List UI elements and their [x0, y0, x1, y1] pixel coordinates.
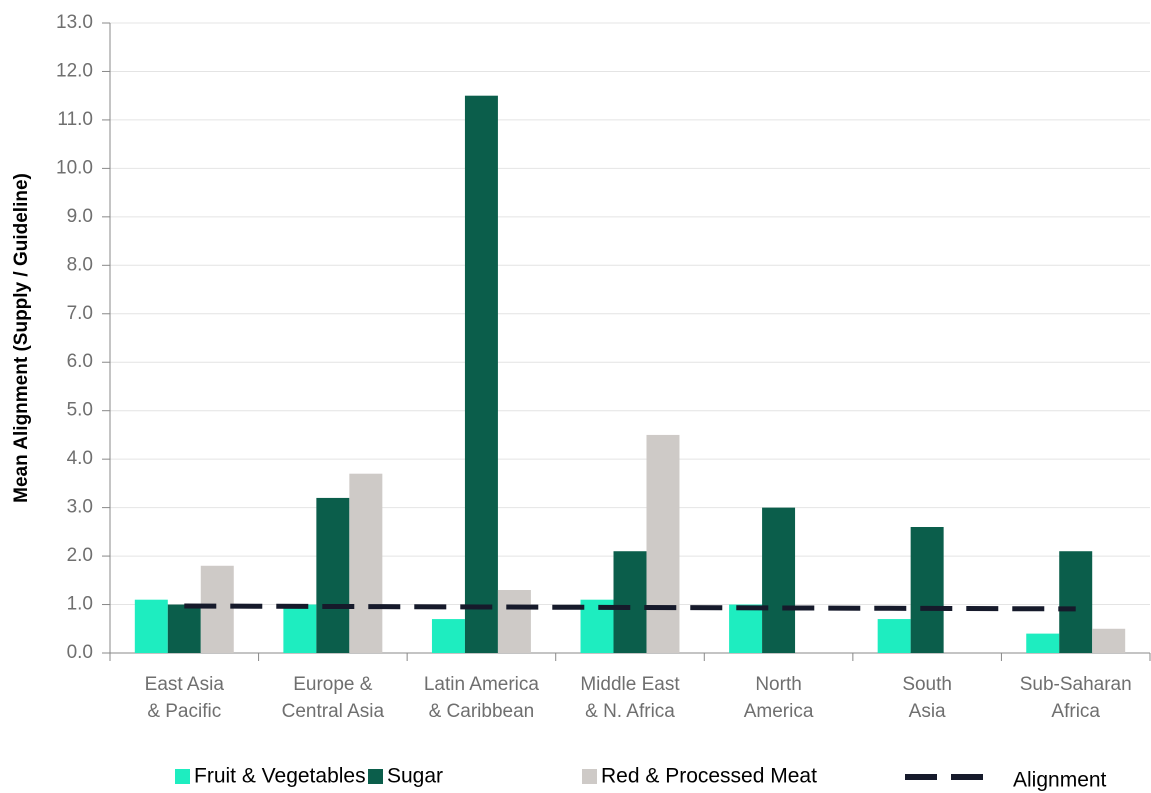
- line: [184, 603, 1076, 612]
- y-tick-label: 2.0: [67, 545, 93, 566]
- x-tick-label: Middle East: [580, 674, 680, 695]
- legend-label: Sugar: [387, 765, 443, 788]
- y-tick-label: 7.0: [67, 303, 93, 324]
- bar: [762, 507, 796, 653]
- bar: [349, 473, 383, 653]
- x-tick-label: & Caribbean: [429, 701, 535, 722]
- legend-label: Fruit & Vegetables: [194, 765, 366, 788]
- bar: [200, 565, 234, 653]
- y-tick-label: 11.0: [57, 109, 93, 130]
- x-tick-label: America: [744, 701, 814, 722]
- legend: Fruit & Vegetables Sugar Red & Processed M…: [175, 765, 1107, 792]
- bar: [431, 619, 465, 653]
- bar: [167, 604, 201, 653]
- x-tick-label: Europe &: [293, 674, 373, 695]
- legend-label: Red & Processed Meat: [601, 765, 817, 788]
- y-tick-label: 5.0: [67, 400, 93, 421]
- bar: [1092, 628, 1126, 653]
- x-tick-label: Latin America: [424, 674, 540, 695]
- x-tick-label: East Asia: [145, 674, 225, 695]
- legend-swatch: [175, 769, 190, 784]
- x-tick-label: Africa: [1051, 701, 1100, 722]
- x-tick-label: & N. Africa: [585, 701, 675, 722]
- bar: [646, 434, 680, 653]
- legend-label: Alignment: [1013, 769, 1107, 792]
- y-tick-label: 1.0: [67, 594, 93, 615]
- bar: [497, 590, 531, 653]
- x-tick-label: North: [755, 674, 801, 695]
- bar: [1059, 551, 1093, 653]
- bar: [134, 599, 168, 653]
- legend-swatch: [582, 769, 597, 784]
- legend-swatch: [368, 769, 383, 784]
- bar: [464, 95, 498, 653]
- bar: [877, 619, 911, 653]
- bar: [283, 604, 317, 653]
- x-tick-label: Sub-Saharan: [1020, 674, 1132, 695]
- y-tick-label: 9.0: [67, 206, 93, 227]
- y-tick-label: 10.0: [56, 157, 93, 178]
- bar: [1026, 633, 1060, 653]
- y-tick-label: 4.0: [67, 448, 93, 469]
- y-tick-label: 6.0: [67, 351, 93, 372]
- y-tick-label: 13.0: [56, 12, 93, 33]
- x-tick-label: & Pacific: [147, 701, 221, 722]
- bar: [729, 604, 763, 653]
- y-tick-label: 12.0: [56, 60, 93, 81]
- x-tick-label: Central Asia: [282, 701, 385, 722]
- y-tick-label: 3.0: [67, 497, 93, 518]
- y-axis-label: Mean Alignment (Supply / Guideline): [11, 173, 32, 503]
- x-tick-label: Asia: [909, 701, 946, 722]
- bar: [613, 551, 647, 653]
- x-tick-label: South: [902, 674, 952, 695]
- bar: [910, 527, 944, 653]
- bar: [316, 497, 350, 653]
- y-tick-label: 8.0: [67, 254, 93, 275]
- y-tick-label: 0.0: [67, 642, 93, 663]
